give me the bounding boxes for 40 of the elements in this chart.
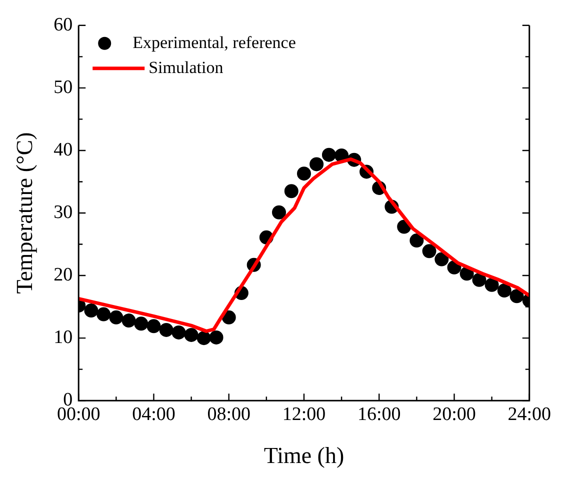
- point: [322, 148, 336, 162]
- point: [310, 157, 324, 172]
- y-tick-label: 50: [54, 76, 73, 98]
- y-tick-label: 10: [54, 327, 73, 348]
- point: [422, 244, 436, 258]
- x-tick-label: 04:00: [132, 404, 176, 425]
- x-axis-title: Time (h): [264, 443, 344, 468]
- point: [472, 272, 486, 287]
- point: [272, 205, 286, 220]
- y-tick-label: 20: [54, 264, 73, 286]
- point: [497, 284, 512, 298]
- point: [196, 331, 211, 346]
- point: [159, 322, 174, 337]
- legend-label: Simulation: [148, 58, 224, 77]
- point: [222, 310, 236, 324]
- y-tick-label: 30: [54, 202, 73, 223]
- point: [122, 314, 136, 328]
- point: [172, 325, 186, 340]
- legend-label: Experimental, reference: [132, 32, 296, 52]
- point: [184, 328, 198, 342]
- y-axis-title: Temperature (°C): [12, 132, 37, 294]
- x-tick-label: 16:00: [357, 404, 401, 425]
- x-tick-label: 24:00: [508, 404, 551, 425]
- point: [209, 330, 224, 344]
- point: [146, 319, 161, 334]
- point: [484, 278, 499, 292]
- x-tick-label: 20:00: [432, 404, 476, 425]
- point: [134, 316, 148, 331]
- point: [109, 310, 124, 324]
- y-tick-label: 60: [54, 14, 73, 36]
- x-tick-label: 12:00: [282, 404, 326, 425]
- point: [296, 166, 311, 181]
- y-tick-label: 40: [54, 139, 73, 160]
- point: [410, 234, 424, 248]
- point: [434, 252, 449, 266]
- point: [96, 307, 111, 322]
- point: [510, 289, 524, 304]
- point: [284, 184, 298, 198]
- x-tick-label: 08:00: [207, 404, 250, 425]
- point: [84, 304, 98, 318]
